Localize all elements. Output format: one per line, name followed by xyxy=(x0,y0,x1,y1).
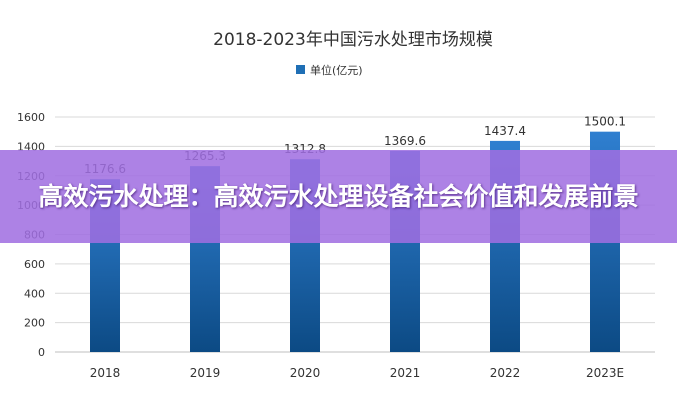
value-label: 1437.4 xyxy=(484,124,526,138)
legend-swatch xyxy=(296,65,305,74)
y-tick-label: 0 xyxy=(38,346,45,359)
x-tick-label: 2023E xyxy=(586,366,624,380)
y-tick-label: 1600 xyxy=(17,111,45,124)
headline-text: 高效污水处理：高效污水处理设备社会价值和发展前景 xyxy=(38,181,639,211)
chart-title: 2018-2023年中国污水处理市场规模 xyxy=(213,30,493,50)
x-axis-ticks: 2018 2019 2020 2021 2022 2023E xyxy=(90,366,624,380)
x-tick-label: 2018 xyxy=(90,366,121,380)
legend: 单位(亿元) xyxy=(296,63,363,77)
y-tick-label: 400 xyxy=(24,287,45,300)
y-tick-label: 600 xyxy=(24,258,45,271)
value-label: 1500.1 xyxy=(584,115,626,129)
x-tick-label: 2019 xyxy=(190,366,221,380)
headline-banner: 高效污水处理：高效污水处理设备社会价值和发展前景 xyxy=(0,150,677,243)
x-tick-label: 2022 xyxy=(490,366,521,380)
legend-label: 单位(亿元) xyxy=(310,63,363,77)
y-tick-label: 200 xyxy=(24,317,45,330)
x-tick-label: 2020 xyxy=(290,366,321,380)
value-label: 1369.6 xyxy=(384,134,426,148)
x-tick-label: 2021 xyxy=(390,366,421,380)
